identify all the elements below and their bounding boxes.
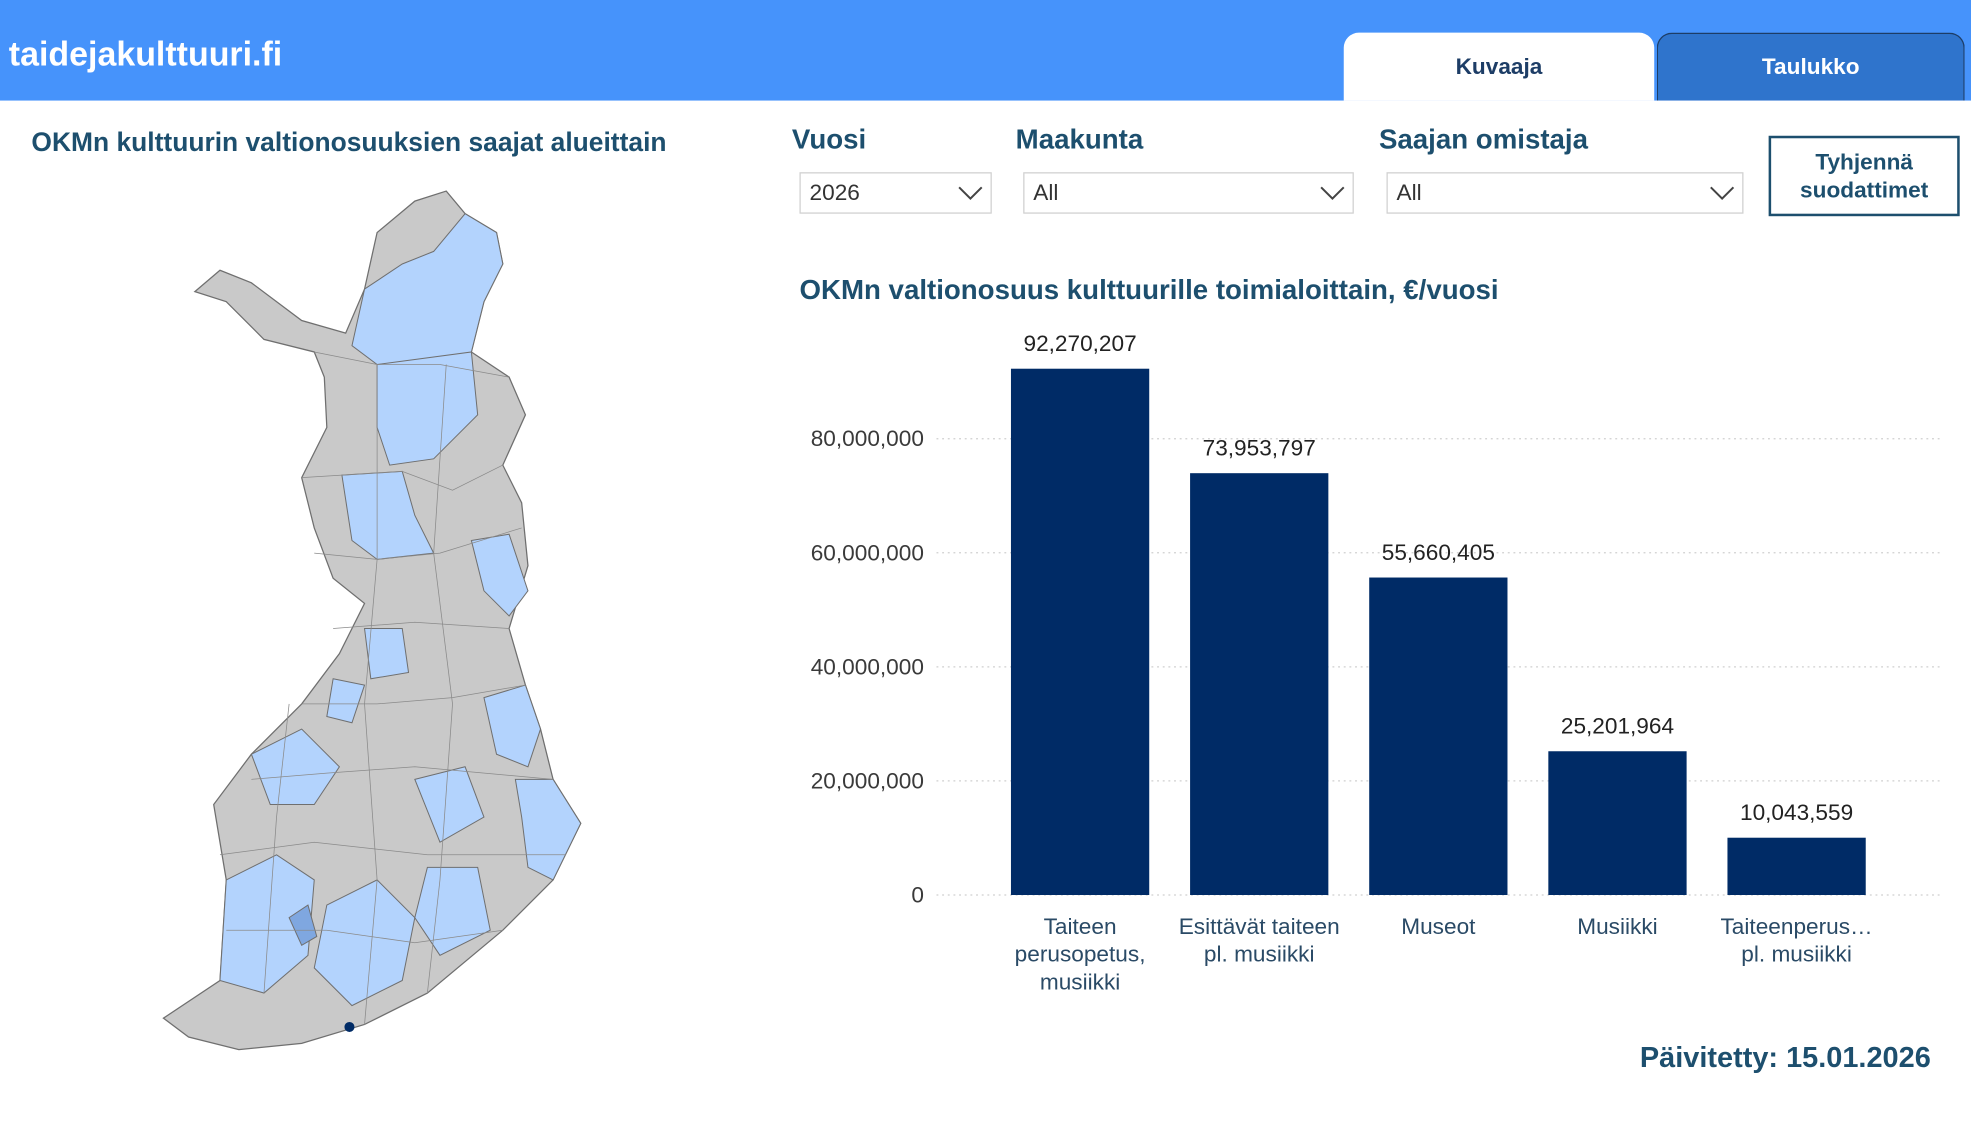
filter-label: Maakunta (1015, 123, 1144, 155)
map (162, 190, 582, 1051)
bar (1010, 368, 1150, 895)
x-tick-label: Esittävät taiteen pl. musiikki (1178, 913, 1340, 967)
dropdown[interactable]: 2026 (799, 172, 992, 214)
tab[interactable]: Taulukko (1656, 32, 1965, 101)
filter-label: Vuosi (791, 123, 867, 155)
dropdown-value: 2026 (809, 179, 860, 205)
dropdown-value: All (1396, 179, 1422, 205)
site-name[interactable]: taidejakulttuuri.fi (8, 35, 283, 73)
y-tick-label: 20,000,000 (811, 768, 924, 793)
value-label: 25,201,964 (1561, 714, 1674, 739)
map-title: OKMn kulttuurin valtionosuuksien saajat … (31, 128, 667, 158)
chevron (1710, 186, 1735, 201)
dropdown[interactable]: All (1386, 172, 1744, 214)
value-label: 55,660,405 (1382, 540, 1495, 565)
x-tick-label: Musiikki (1577, 913, 1658, 939)
bar (1369, 577, 1508, 895)
y-tick-label: 60,000,000 (811, 540, 924, 565)
bar (1548, 751, 1687, 895)
x-tick-label: Museot (1401, 913, 1476, 939)
value-label: 10,043,559 (1740, 800, 1853, 825)
bar (1727, 837, 1866, 895)
chevron (958, 186, 983, 201)
y-tick-label: 40,000,000 (811, 654, 924, 679)
filter-label: Saajan omistaja (1378, 123, 1589, 155)
map-point (344, 1021, 355, 1033)
map-borders (219, 351, 566, 1025)
chart-title: OKMn valtionosuus kulttuurille toimialoi… (799, 274, 1499, 306)
clear-filters-button[interactable]: Tyhjennä suodattimet (1768, 135, 1960, 217)
y-tick-label: 80,000,000 (811, 426, 924, 451)
bar (1190, 473, 1329, 895)
x-tick-label: Taiteen perusopetus, musiikki (1014, 913, 1146, 995)
chevron (1320, 186, 1345, 201)
tab[interactable]: Kuvaaja (1343, 32, 1655, 101)
value-label: 92,270,207 (1024, 331, 1137, 356)
y-tick-label: 0 (911, 883, 924, 908)
x-tick-label: Taiteenperus… pl. musiikki (1720, 913, 1873, 967)
value-label: 73,953,797 (1203, 436, 1316, 461)
dropdown[interactable]: All (1023, 172, 1354, 214)
updated-date: Päivitetty: 15.01.2026 (1639, 1040, 1931, 1074)
dropdown-value: All (1033, 179, 1059, 205)
